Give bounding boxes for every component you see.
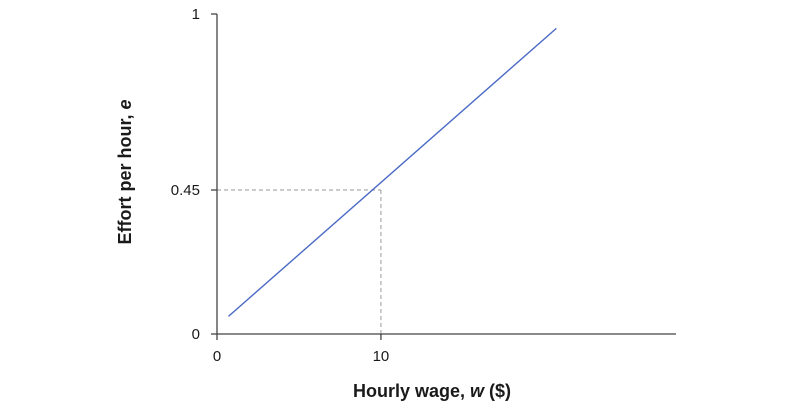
series-group: [228, 27, 557, 317]
x-axis-title: Hourly wage, w ($): [353, 381, 511, 401]
tick-group: 0 10 0 0.45 1: [171, 6, 389, 365]
y-axis-title-variable: e: [115, 99, 135, 109]
x-axis-title-unit: ($): [484, 381, 511, 401]
axes: [216, 14, 676, 335]
series-line-1: [228, 27, 557, 317]
y-tick-label-0: 0: [192, 326, 200, 343]
x-axis-title-text: Hourly wage,: [353, 381, 470, 401]
y-tick-label-2: 1: [192, 6, 200, 23]
y-axis-title: Effort per hour, e: [115, 99, 135, 244]
x-tick-label-1: 10: [373, 348, 390, 365]
x-axis-title-variable: w: [470, 381, 485, 401]
x-tick-label-0: 0: [213, 348, 221, 365]
y-tick-label-1: 0.45: [171, 182, 200, 199]
reference-guides: [217, 189, 382, 334]
y-axis-title-text: Effort per hour,: [115, 110, 135, 245]
